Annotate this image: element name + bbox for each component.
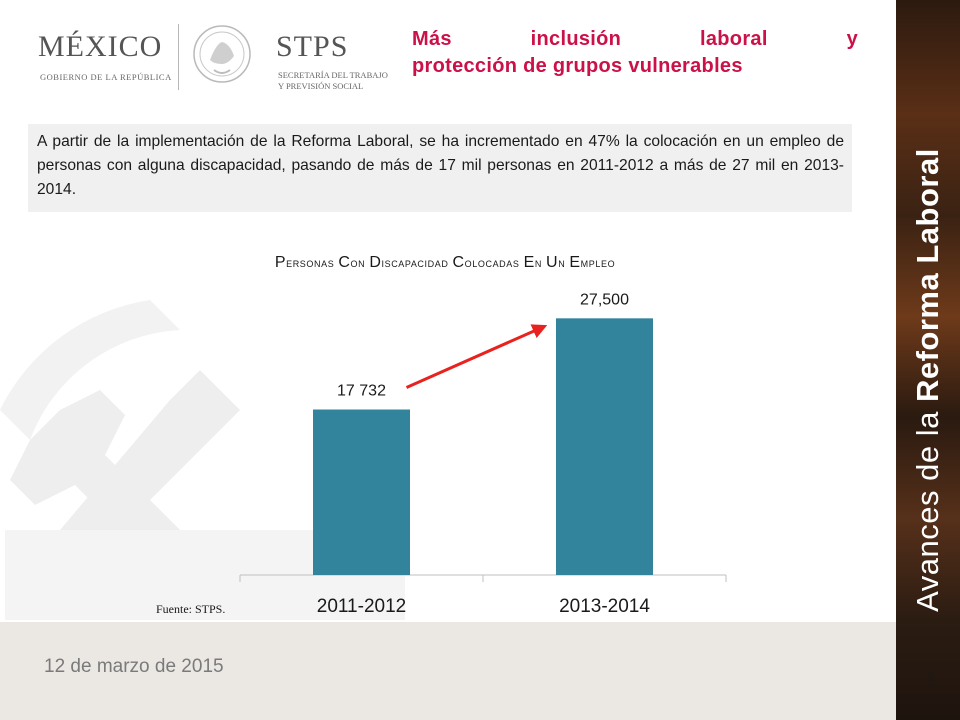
sidebar-text: Avances de la Reforma Laboral [910,148,946,612]
title-line-2: protección de grupos vulnerables [412,55,743,77]
chart-title-initial: C [338,254,351,271]
intro-text: A partir de la implementación de la Refo… [37,133,844,198]
chart-title-initial: P [274,254,287,271]
chart-title-rest: n [534,256,547,270]
national-seal-icon [193,25,251,83]
slide-title: Más inclusión laboral y protección de gr… [412,26,858,80]
increase-arrow [405,324,548,389]
bar-2013-2014 [556,318,653,575]
title-word: Más [412,28,452,50]
title-line-1: Más inclusión laboral y [412,26,858,53]
bar-chart: 17 732 27,500 2011-2012 2013-2014 [239,291,727,617]
chart-title-initial: E [523,254,535,271]
logo-stps-subtitle-line2: Y PREVISIÓN SOCIAL [278,81,364,91]
data-label-2011-2012: 17 732 [337,383,386,400]
chart-title-rest: olocadas [464,256,524,270]
chart-title-initial: C [452,254,465,271]
logo-divider [178,24,179,90]
sidebar-text-bold: Reforma Laboral [910,148,945,403]
page-number: 8 [928,670,935,684]
chart-title: Personas Con Discapacidad Colocadas En U… [140,254,750,272]
sidebar-banner: Avances de la Reforma Laboral [896,0,960,720]
chart-title-initial: D [369,254,382,271]
logo-stps-subtitle-line1: SECRETARÍA DEL TRABAJO [278,70,388,80]
gobierno-mexico-logo: MÉXICO GOBIERNO DE LA REPÚBLICA [38,26,178,88]
chart-title-initial: E [569,254,581,271]
chart-title-rest: mpleo [580,256,616,270]
chart-title-rest: n [558,256,570,270]
bar-2011-2012 [313,409,410,575]
chart-title-rest: iscapacidad [381,256,453,270]
intro-text-box: A partir de la implementación de la Refo… [28,124,852,212]
data-label-2013-2014: 27,500 [580,291,629,308]
stps-logo: STPS SECRETARÍA DEL TRABAJO Y PREVISIÓN … [276,26,396,91]
chart-title-initial: U [546,254,559,271]
tick-label-2011-2012: 2011-2012 [317,596,406,617]
footer-band [0,622,896,720]
logo-mexico-subtitle: GOBIERNO DE LA REPÚBLICA [40,72,172,82]
chart-title-rest: ersonas [286,256,339,270]
title-word: y [846,28,858,50]
footer-date: 12 de marzo de 2015 [44,656,224,677]
title-word: inclusión [530,28,622,50]
logo-stps-subtitle: SECRETARÍA DEL TRABAJO Y PREVISIÓN SOCIA… [278,70,388,92]
logo-mexico-word: MÉXICO [38,30,163,63]
sidebar-text-light: Avances de la [910,402,945,612]
tick-label-2013-2014: 2013-2014 [559,596,650,617]
chart-title-rest: on [350,256,370,270]
source-note: Fuente: STPS. [156,602,226,616]
title-word: laboral [700,28,768,50]
logo-stps-word: STPS [276,30,349,63]
